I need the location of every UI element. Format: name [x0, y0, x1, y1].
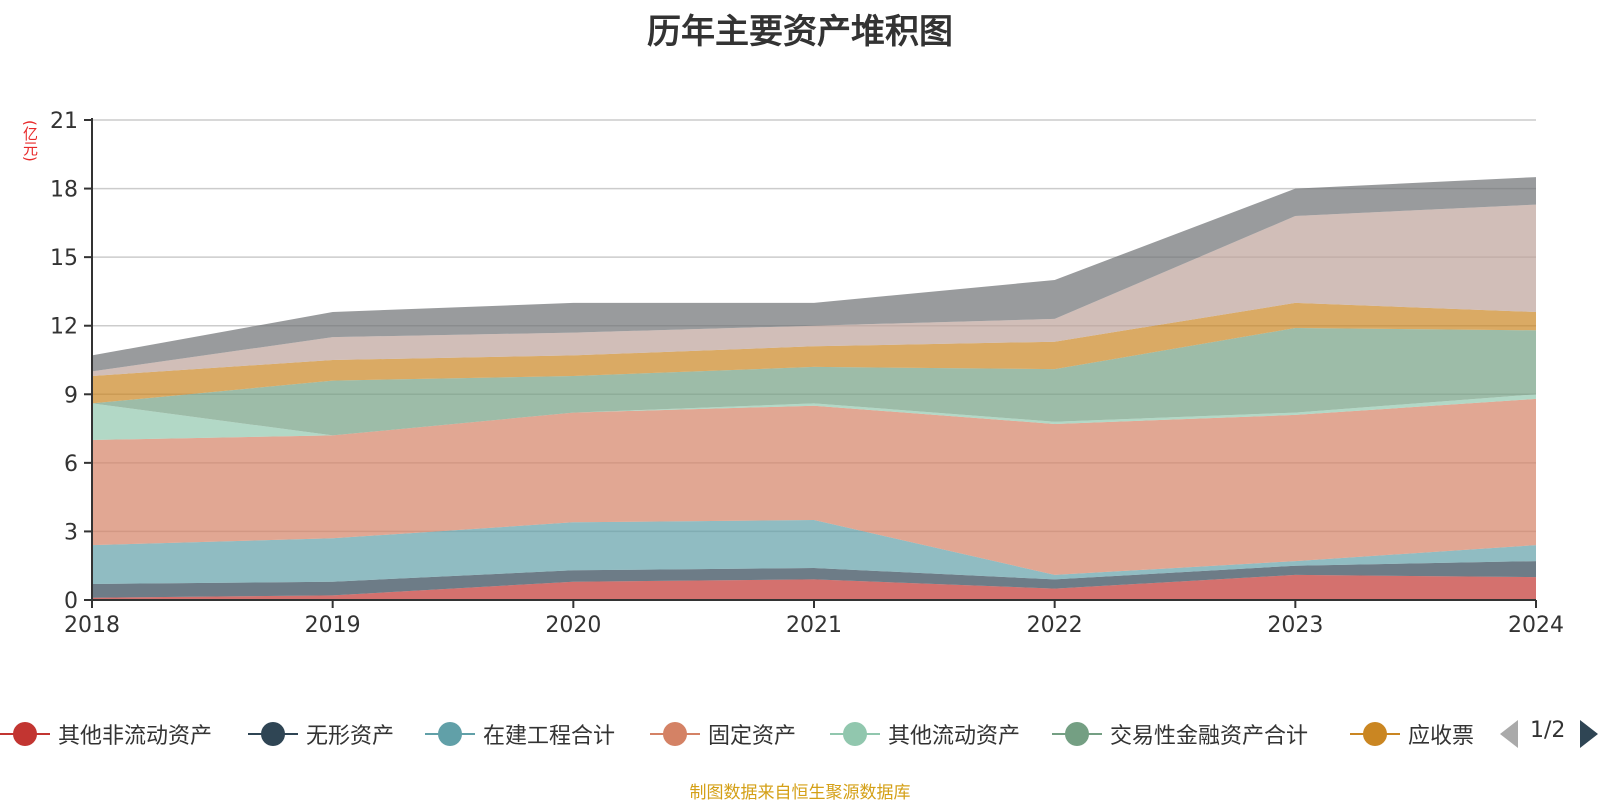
area-series-5 — [92, 328, 1536, 436]
legend-item[interactable]: 在建工程合计 — [425, 714, 615, 754]
legend: 其他非流动资产 无形资产 在建工程合计 固定资产 其他流动资产 交易性金融资产合计 应收票 — [0, 714, 1600, 754]
legend-marker-icon — [0, 714, 50, 754]
y-axis-unit-label: (亿元) — [21, 120, 39, 162]
y-tick-label: 3 — [64, 520, 78, 545]
legend-prev-page-icon[interactable] — [1500, 720, 1518, 748]
legend-item[interactable]: 应收票 — [1350, 714, 1474, 754]
legend-page-indicator: 1/2 — [1530, 718, 1566, 743]
legend-label: 其他非流动资产 — [58, 724, 213, 749]
legend-marker-icon — [650, 714, 700, 754]
area-series-6 — [92, 302, 1536, 404]
y-tick-label: 15 — [50, 246, 78, 271]
legend-label: 无形资产 — [306, 724, 395, 749]
legend-label: 在建工程合计 — [483, 724, 616, 749]
area-series-1 — [92, 561, 1536, 598]
legend-marker-icon — [1052, 714, 1102, 754]
y-tick-label: 21 — [50, 109, 78, 134]
legend-item[interactable]: 固定资产 — [650, 714, 796, 754]
legend-label: 固定资产 — [708, 724, 797, 749]
legend-label: 应收票 — [1408, 724, 1475, 749]
legend-marker-icon — [1350, 714, 1400, 754]
x-tick-label: 2024 — [1508, 613, 1564, 638]
legend-label: 其他流动资产 — [888, 724, 1021, 749]
legend-next-page-icon[interactable] — [1580, 720, 1598, 748]
x-tick-label: 2023 — [1267, 613, 1323, 638]
legend-marker-icon — [425, 714, 475, 754]
legend-item[interactable]: 交易性金融资产合计 — [1052, 714, 1308, 754]
legend-marker-icon — [830, 714, 880, 754]
area-series-3 — [92, 398, 1536, 575]
y-tick-label: 12 — [50, 315, 78, 340]
area-series-8 — [92, 177, 1536, 372]
x-tick-label: 2018 — [64, 613, 120, 638]
legend-item[interactable]: 其他非流动资产 — [0, 714, 212, 754]
data-source-note: 制图数据来自恒生聚源数据库 — [689, 783, 911, 803]
legend-label: 交易性金融资产合计 — [1110, 724, 1309, 749]
legend-marker-icon — [248, 714, 298, 754]
y-tick-label: 6 — [64, 452, 78, 477]
y-tick-label: 9 — [64, 383, 78, 408]
area-series-0 — [92, 574, 1536, 600]
chart-title: 历年主要资产堆积图 — [647, 12, 953, 52]
x-tick-label: 2021 — [786, 613, 842, 638]
legend-item[interactable]: 无形资产 — [248, 714, 394, 754]
area-series-4 — [92, 394, 1536, 440]
x-tick-label: 2020 — [545, 613, 601, 638]
area-series-7 — [92, 204, 1536, 376]
y-tick-label: 0 — [64, 589, 78, 614]
x-tick-label: 2019 — [305, 613, 361, 638]
legend-item[interactable]: 其他流动资产 — [830, 714, 1020, 754]
x-tick-label: 2022 — [1027, 613, 1083, 638]
y-tick-label: 18 — [50, 178, 78, 203]
